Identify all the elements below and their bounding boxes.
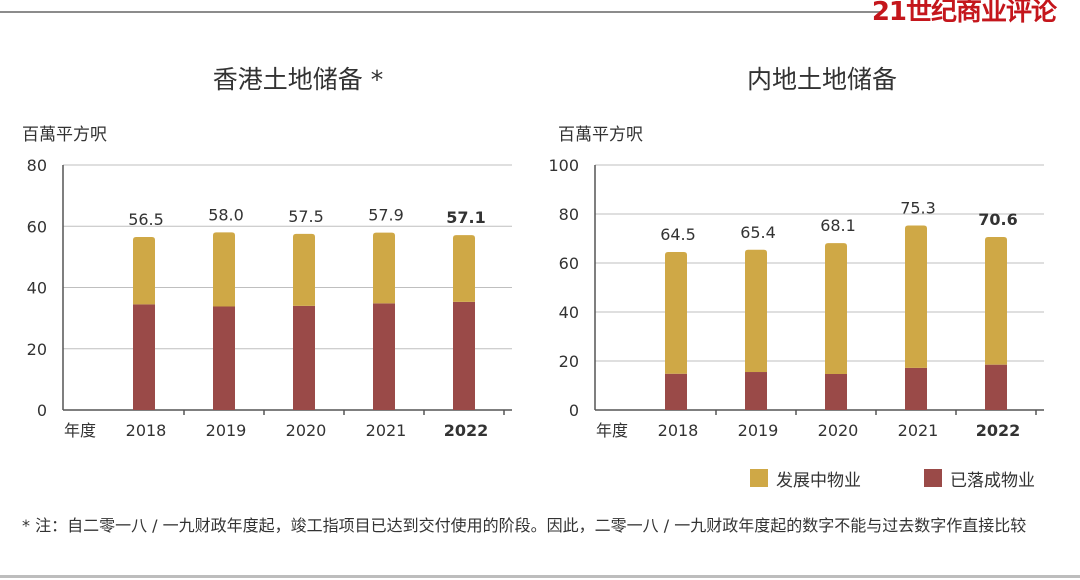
bar-segment-completed xyxy=(373,303,395,410)
bar-segment-developing xyxy=(745,249,767,373)
footnote: * 注：自二零一八 / 一九财政年度起，竣工指项目已达到交付使用的阶段。因此，二… xyxy=(22,516,1027,535)
bar-total-label: 64.5 xyxy=(660,225,696,244)
bar-segment-completed xyxy=(133,304,155,410)
legend-label-completed: 已落成物业 xyxy=(950,470,1035,491)
bar-segment-developing xyxy=(985,237,1007,365)
bar-total-label: 57.9 xyxy=(368,206,404,225)
y-tick-label: 20 xyxy=(559,352,579,371)
x-axis-label: 年度 xyxy=(64,421,96,440)
y-axis-unit-label: 百萬平方呎 xyxy=(558,125,643,145)
y-tick-label: 40 xyxy=(559,303,579,322)
y-tick-label: 100 xyxy=(548,156,579,175)
legend-swatch-developing xyxy=(750,469,768,487)
bar-segment-completed xyxy=(825,373,847,410)
bottom-rule xyxy=(0,575,1080,578)
x-tick-label: 2022 xyxy=(976,421,1021,440)
x-tick-label: 2018 xyxy=(658,421,699,440)
x-tick-label: 2019 xyxy=(206,421,247,440)
y-tick-label: 40 xyxy=(27,279,47,298)
y-tick-label: 80 xyxy=(559,205,579,224)
y-tick-label: 0 xyxy=(37,401,47,420)
bar-segment-completed xyxy=(985,364,1007,410)
x-tick-label: 2018 xyxy=(126,421,167,440)
bar-total-label: 58.0 xyxy=(208,205,244,224)
x-tick-label: 2021 xyxy=(366,421,407,440)
bar-segment-completed xyxy=(453,301,475,410)
bar-segment-completed xyxy=(665,373,687,410)
bar-segment-completed xyxy=(293,305,315,410)
bar-segment-completed xyxy=(745,372,767,410)
bar-segment-completed xyxy=(905,367,927,410)
y-axis-unit-label: 百萬平方呎 xyxy=(22,125,107,145)
bar-segment-developing xyxy=(825,243,847,374)
chart-title: 内地土地储备 xyxy=(747,65,897,94)
bar-segment-developing xyxy=(453,235,475,302)
x-axis-label: 年度 xyxy=(596,421,628,440)
bar-segment-developing xyxy=(665,251,687,374)
legend-swatch-completed xyxy=(924,469,942,487)
bar-total-label: 65.4 xyxy=(740,223,776,242)
bar-segment-developing xyxy=(293,233,315,306)
bar-total-label: 56.5 xyxy=(128,210,164,229)
y-tick-label: 60 xyxy=(27,217,47,236)
bar-segment-completed xyxy=(213,306,235,410)
bar-segment-developing xyxy=(213,232,235,307)
x-tick-label: 2020 xyxy=(818,421,859,440)
bar-total-label: 75.3 xyxy=(900,199,936,218)
chart-title: 香港土地储备 * xyxy=(213,65,383,94)
x-tick-label: 2021 xyxy=(898,421,939,440)
y-tick-label: 20 xyxy=(27,340,47,359)
brand-logo: 21世纪商业评论 xyxy=(871,0,1057,27)
bar-segment-developing xyxy=(905,225,927,368)
bar-total-label: 70.6 xyxy=(978,210,1017,229)
y-tick-label: 0 xyxy=(569,401,579,420)
chart-hong-kong: 香港土地储备 * 百萬平方呎 0 20 40 60 80 年度 56.5 2018 58.0 2019… xyxy=(22,65,512,440)
top-rule xyxy=(0,11,880,13)
x-tick-label: 2020 xyxy=(286,421,327,440)
bar-total-label: 57.5 xyxy=(288,207,324,226)
x-tick-label: 2022 xyxy=(444,421,489,440)
legend-item-developing: 发展中物业 xyxy=(750,466,861,491)
legend-item-completed: 已落成物业 xyxy=(924,466,1035,491)
bar-total-label: 57.1 xyxy=(446,208,485,227)
y-tick-label: 60 xyxy=(559,254,579,273)
x-tick-label: 2019 xyxy=(738,421,779,440)
legend-label-developing: 发展中物业 xyxy=(776,470,861,491)
bar-segment-developing xyxy=(133,236,155,305)
bar-segment-developing xyxy=(373,232,395,304)
bar-total-label: 68.1 xyxy=(820,216,856,235)
y-tick-label: 80 xyxy=(27,156,47,175)
